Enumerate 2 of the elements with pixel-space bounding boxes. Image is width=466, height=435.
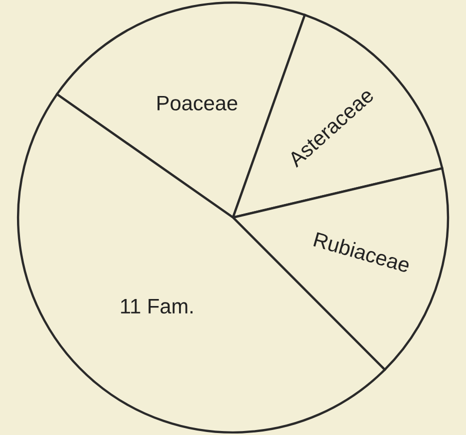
- slice-label: Poaceae: [158, 96, 238, 111]
- slice-label: 11 Fam.: [121, 299, 192, 314]
